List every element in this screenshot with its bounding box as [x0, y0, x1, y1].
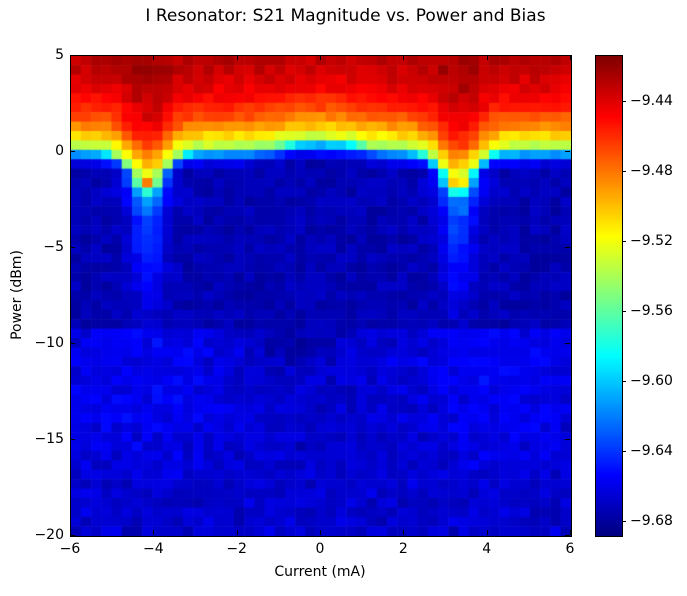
x-tick-label: −4 [143, 541, 164, 557]
colorbar-tick [622, 380, 626, 382]
x-tick [236, 55, 238, 60]
y-tick-label: 0 [55, 143, 64, 159]
colorbar-tick-label: −9.52 [630, 232, 673, 249]
plot-area [70, 55, 572, 537]
colorbar-tick [622, 170, 626, 172]
x-tick [403, 530, 405, 535]
y-tick-label: −10 [34, 335, 64, 351]
colorbar-tick-label: −9.44 [630, 92, 673, 109]
x-tick-label: −2 [226, 541, 247, 557]
colorbar-tick-label: −9.68 [630, 512, 673, 529]
colorbar-tick [622, 520, 626, 522]
colorbar-tick [622, 100, 626, 102]
x-tick-label: 4 [482, 541, 492, 557]
x-tick [486, 55, 488, 60]
y-tick [565, 151, 570, 152]
x-tick [486, 530, 488, 535]
y-tick-label: 5 [55, 47, 64, 63]
colorbar-tick [622, 450, 626, 452]
x-tick-label: 2 [398, 541, 408, 557]
y-tick [565, 439, 570, 440]
x-tick [570, 55, 571, 60]
y-tick [565, 343, 570, 344]
y-tick [70, 343, 75, 344]
y-tick [70, 247, 75, 248]
y-tick [70, 55, 75, 56]
chart-title: I Resonator: S21 Magnitude vs. Power and… [145, 6, 546, 26]
y-tick-label: −20 [34, 527, 64, 543]
x-tick [570, 530, 571, 535]
colorbar-tick-label: −9.60 [630, 372, 673, 389]
y-tick [565, 535, 570, 536]
x-tick [70, 530, 71, 535]
colorbar-tick-label: −9.64 [630, 442, 673, 459]
y-axis-label: Power (dBm) [9, 250, 25, 340]
x-tick [403, 55, 405, 60]
x-tick-label: 6 [565, 541, 575, 557]
colorbar-canvas [596, 56, 622, 536]
x-tick-label: 0 [315, 541, 325, 557]
x-tick [70, 55, 71, 60]
y-tick-label: −5 [43, 239, 64, 255]
colorbar [595, 55, 623, 537]
x-tick [320, 530, 321, 535]
x-tick [236, 530, 238, 535]
y-tick-label: −15 [34, 431, 64, 447]
y-tick [565, 55, 570, 56]
colorbar-tick-label: −9.56 [630, 302, 673, 319]
colorbar-tick [622, 240, 626, 242]
colorbar-tick [622, 310, 626, 312]
heatmap-canvas [71, 56, 571, 536]
x-tick [153, 530, 155, 535]
x-tick [320, 55, 321, 60]
y-tick [70, 151, 75, 152]
x-tick-label: −6 [59, 541, 81, 557]
x-axis-label: Current (mA) [274, 564, 366, 580]
x-tick [153, 55, 155, 60]
colorbar-tick-label: −9.48 [630, 162, 673, 179]
y-tick [70, 535, 75, 536]
y-tick [70, 439, 75, 440]
y-tick [565, 247, 570, 248]
